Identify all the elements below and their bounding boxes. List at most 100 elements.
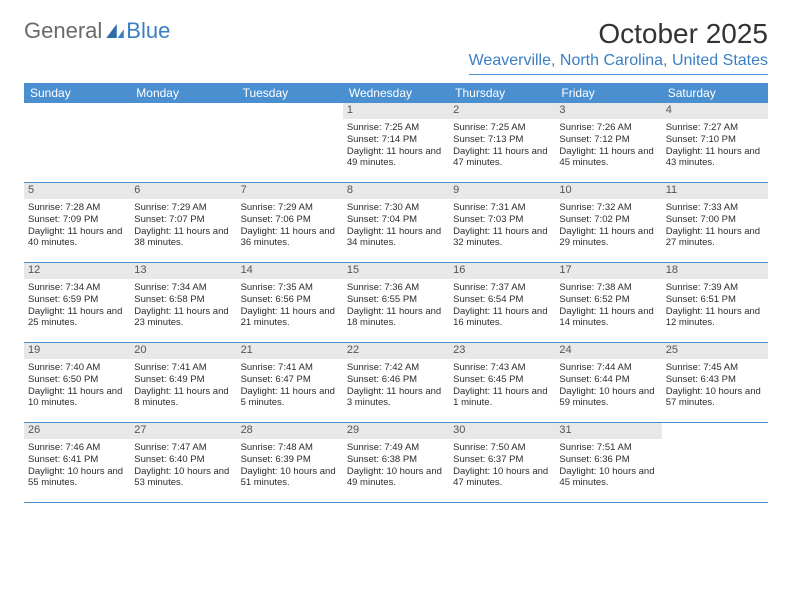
day-cell: 25Sunrise: 7:45 AMSunset: 6:43 PMDayligh… — [662, 343, 768, 422]
day-cell: 12Sunrise: 7:34 AMSunset: 6:59 PMDayligh… — [24, 263, 130, 342]
daylight-line: Daylight: 11 hours and 45 minutes. — [559, 146, 657, 170]
sunset-line: Sunset: 6:37 PM — [453, 454, 551, 466]
day-cell: 4Sunrise: 7:27 AMSunset: 7:10 PMDaylight… — [662, 103, 768, 182]
day-cell: 18Sunrise: 7:39 AMSunset: 6:51 PMDayligh… — [662, 263, 768, 342]
daylight-line: Daylight: 11 hours and 14 minutes. — [559, 306, 657, 330]
day-number: 10 — [555, 183, 661, 199]
day-cell — [662, 423, 768, 502]
weeks-container: 1Sunrise: 7:25 AMSunset: 7:14 PMDaylight… — [24, 103, 768, 503]
sunset-line: Sunset: 6:56 PM — [241, 294, 339, 306]
sunset-line: Sunset: 7:00 PM — [666, 214, 764, 226]
dow-cell: Sunday — [24, 83, 130, 103]
daylight-line: Daylight: 10 hours and 57 minutes. — [666, 386, 764, 410]
daylight-line: Daylight: 11 hours and 21 minutes. — [241, 306, 339, 330]
day-cell: 9Sunrise: 7:31 AMSunset: 7:03 PMDaylight… — [449, 183, 555, 262]
daylight-line: Daylight: 11 hours and 16 minutes. — [453, 306, 551, 330]
sunrise-line: Sunrise: 7:44 AM — [559, 362, 657, 374]
sunrise-line: Sunrise: 7:36 AM — [347, 282, 445, 294]
daylight-line: Daylight: 11 hours and 29 minutes. — [559, 226, 657, 250]
day-cell: 30Sunrise: 7:50 AMSunset: 6:37 PMDayligh… — [449, 423, 555, 502]
sunrise-line: Sunrise: 7:29 AM — [241, 202, 339, 214]
sunset-line: Sunset: 7:10 PM — [666, 134, 764, 146]
daylight-line: Daylight: 11 hours and 43 minutes. — [666, 146, 764, 170]
week-row: 1Sunrise: 7:25 AMSunset: 7:14 PMDaylight… — [24, 103, 768, 183]
sunrise-line: Sunrise: 7:32 AM — [559, 202, 657, 214]
daylight-line: Daylight: 11 hours and 34 minutes. — [347, 226, 445, 250]
day-number: 23 — [449, 343, 555, 359]
daylight-line: Daylight: 10 hours and 59 minutes. — [559, 386, 657, 410]
daylight-line: Daylight: 10 hours and 51 minutes. — [241, 466, 339, 490]
day-cell: 28Sunrise: 7:48 AMSunset: 6:39 PMDayligh… — [237, 423, 343, 502]
sunset-line: Sunset: 7:12 PM — [559, 134, 657, 146]
day-number: 11 — [662, 183, 768, 199]
daylight-line: Daylight: 11 hours and 36 minutes. — [241, 226, 339, 250]
sunset-line: Sunset: 6:40 PM — [134, 454, 232, 466]
sunrise-line: Sunrise: 7:41 AM — [241, 362, 339, 374]
day-number: 21 — [237, 343, 343, 359]
day-cell: 11Sunrise: 7:33 AMSunset: 7:00 PMDayligh… — [662, 183, 768, 262]
day-cell: 1Sunrise: 7:25 AMSunset: 7:14 PMDaylight… — [343, 103, 449, 182]
day-number: 19 — [24, 343, 130, 359]
day-cell: 27Sunrise: 7:47 AMSunset: 6:40 PMDayligh… — [130, 423, 236, 502]
sunrise-line: Sunrise: 7:25 AM — [347, 122, 445, 134]
dow-cell: Tuesday — [237, 83, 343, 103]
dow-cell: Thursday — [449, 83, 555, 103]
title-block: October 2025 Weaverville, North Carolina… — [469, 18, 768, 75]
day-number: 22 — [343, 343, 449, 359]
sunrise-line: Sunrise: 7:43 AM — [453, 362, 551, 374]
sunset-line: Sunset: 6:52 PM — [559, 294, 657, 306]
sunrise-line: Sunrise: 7:38 AM — [559, 282, 657, 294]
daylight-line: Daylight: 11 hours and 47 minutes. — [453, 146, 551, 170]
day-cell: 20Sunrise: 7:41 AMSunset: 6:49 PMDayligh… — [130, 343, 236, 422]
daylight-line: Daylight: 11 hours and 49 minutes. — [347, 146, 445, 170]
day-number: 31 — [555, 423, 661, 439]
day-number: 14 — [237, 263, 343, 279]
sunset-line: Sunset: 6:49 PM — [134, 374, 232, 386]
sunrise-line: Sunrise: 7:51 AM — [559, 442, 657, 454]
week-row: 19Sunrise: 7:40 AMSunset: 6:50 PMDayligh… — [24, 343, 768, 423]
day-number: 3 — [555, 103, 661, 119]
sunset-line: Sunset: 6:55 PM — [347, 294, 445, 306]
day-number: 18 — [662, 263, 768, 279]
day-cell: 19Sunrise: 7:40 AMSunset: 6:50 PMDayligh… — [24, 343, 130, 422]
sunrise-line: Sunrise: 7:40 AM — [28, 362, 126, 374]
daylight-line: Daylight: 11 hours and 32 minutes. — [453, 226, 551, 250]
day-cell: 10Sunrise: 7:32 AMSunset: 7:02 PMDayligh… — [555, 183, 661, 262]
sunrise-line: Sunrise: 7:39 AM — [666, 282, 764, 294]
sunset-line: Sunset: 6:47 PM — [241, 374, 339, 386]
sunset-line: Sunset: 7:09 PM — [28, 214, 126, 226]
sunset-line: Sunset: 6:58 PM — [134, 294, 232, 306]
dow-cell: Saturday — [662, 83, 768, 103]
sunset-line: Sunset: 6:43 PM — [666, 374, 764, 386]
day-cell: 26Sunrise: 7:46 AMSunset: 6:41 PMDayligh… — [24, 423, 130, 502]
calendar-page: General Blue October 2025 Weaverville, N… — [0, 0, 792, 521]
day-cell — [130, 103, 236, 182]
sunrise-line: Sunrise: 7:27 AM — [666, 122, 764, 134]
day-cell: 23Sunrise: 7:43 AMSunset: 6:45 PMDayligh… — [449, 343, 555, 422]
sunset-line: Sunset: 7:03 PM — [453, 214, 551, 226]
day-cell: 7Sunrise: 7:29 AMSunset: 7:06 PMDaylight… — [237, 183, 343, 262]
daylight-line: Daylight: 11 hours and 40 minutes. — [28, 226, 126, 250]
day-number: 1 — [343, 103, 449, 119]
day-number: 25 — [662, 343, 768, 359]
day-cell: 17Sunrise: 7:38 AMSunset: 6:52 PMDayligh… — [555, 263, 661, 342]
week-row: 5Sunrise: 7:28 AMSunset: 7:09 PMDaylight… — [24, 183, 768, 263]
day-number: 26 — [24, 423, 130, 439]
dow-cell: Friday — [555, 83, 661, 103]
day-number: 2 — [449, 103, 555, 119]
dow-cell: Wednesday — [343, 83, 449, 103]
daylight-line: Daylight: 11 hours and 10 minutes. — [28, 386, 126, 410]
calendar: SundayMondayTuesdayWednesdayThursdayFrid… — [24, 83, 768, 503]
sunrise-line: Sunrise: 7:37 AM — [453, 282, 551, 294]
sunrise-line: Sunrise: 7:46 AM — [28, 442, 126, 454]
sunrise-line: Sunrise: 7:26 AM — [559, 122, 657, 134]
daylight-line: Daylight: 11 hours and 25 minutes. — [28, 306, 126, 330]
sunset-line: Sunset: 7:06 PM — [241, 214, 339, 226]
daylight-line: Daylight: 11 hours and 5 minutes. — [241, 386, 339, 410]
daylight-line: Daylight: 11 hours and 1 minute. — [453, 386, 551, 410]
day-number: 12 — [24, 263, 130, 279]
sunrise-line: Sunrise: 7:49 AM — [347, 442, 445, 454]
sunrise-line: Sunrise: 7:30 AM — [347, 202, 445, 214]
daylight-line: Daylight: 10 hours and 53 minutes. — [134, 466, 232, 490]
daylight-line: Daylight: 10 hours and 45 minutes. — [559, 466, 657, 490]
